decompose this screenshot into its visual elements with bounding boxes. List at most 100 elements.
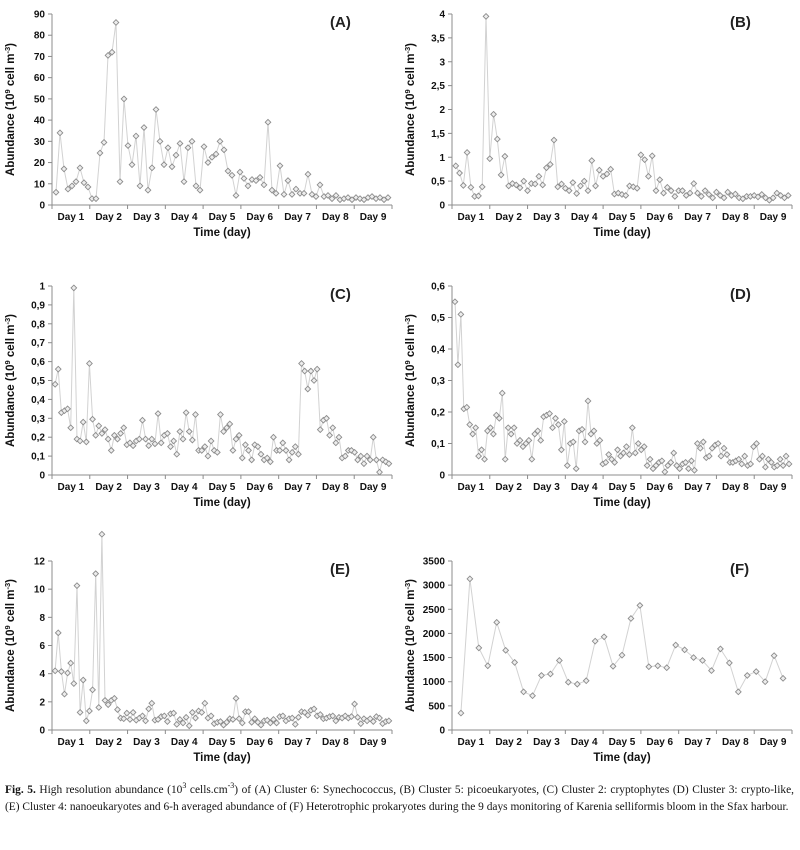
- data-point: [213, 448, 221, 456]
- data-point: [248, 718, 256, 726]
- data-point: [516, 436, 524, 444]
- panel-letter-F: (F): [730, 561, 749, 578]
- data-point: [627, 615, 635, 622]
- data-point: [182, 409, 190, 417]
- day-label: Day 8: [322, 482, 349, 493]
- data-point: [671, 192, 679, 200]
- data-point: [67, 659, 75, 667]
- day-label: Day 2: [495, 212, 522, 223]
- day-label: Day 9: [760, 482, 787, 493]
- y-tick-label: 0: [439, 201, 445, 212]
- day-label: Day 5: [609, 482, 636, 493]
- data-point: [310, 705, 318, 713]
- data-point: [54, 629, 62, 637]
- data-point: [85, 707, 93, 715]
- data-point: [89, 686, 96, 694]
- data-point: [777, 192, 785, 199]
- data-point: [602, 458, 610, 466]
- y-tick-label: 3500: [423, 557, 446, 568]
- day-label: Day 4: [571, 212, 598, 223]
- data-point: [457, 709, 465, 717]
- y-axis-title: Abundance (109 cell m-3): [403, 579, 417, 712]
- data-point: [641, 156, 649, 164]
- data-point: [100, 138, 108, 146]
- data-point: [120, 715, 128, 723]
- day-label: Day 3: [533, 212, 560, 223]
- data-point: [145, 442, 153, 450]
- caption-text-3: cells.cm: [186, 784, 228, 796]
- data-point: [667, 458, 675, 466]
- data-point: [354, 713, 362, 721]
- data-point: [663, 183, 671, 191]
- x-axis-title: Time (day): [193, 752, 250, 764]
- data-point: [467, 183, 475, 191]
- data-point: [238, 454, 246, 462]
- data-point: [507, 430, 515, 438]
- data-point: [640, 443, 648, 451]
- data-point: [312, 193, 320, 200]
- data-point: [110, 431, 118, 439]
- y-axis-title: Abundance (109 cell m-3): [3, 579, 17, 712]
- data-point: [564, 678, 572, 686]
- data-point: [486, 424, 494, 432]
- data-point: [229, 716, 237, 723]
- y-tick-label: 0,1: [431, 439, 445, 450]
- data-point: [537, 436, 545, 444]
- data-point: [204, 159, 212, 166]
- y-tick-label: 0: [39, 201, 45, 212]
- day-label: Day 8: [322, 737, 349, 748]
- data-point: [123, 709, 131, 717]
- data-point: [129, 442, 137, 450]
- caption-text-1: High resolution abundance (10: [35, 784, 183, 796]
- data-point: [307, 367, 315, 375]
- data-point: [560, 418, 568, 425]
- data-point: [696, 444, 704, 452]
- day-label: Day 4: [571, 737, 598, 748]
- axes: [448, 560, 793, 734]
- data-point: [144, 186, 152, 194]
- day-label: Day 8: [722, 482, 749, 493]
- y-tick-label: 0: [439, 726, 445, 737]
- data-point: [709, 194, 717, 202]
- data-point: [68, 182, 76, 190]
- day-label: Day 3: [133, 737, 160, 748]
- data-point: [486, 155, 494, 163]
- data-point: [212, 150, 220, 158]
- data-point: [590, 427, 598, 435]
- data-point: [163, 718, 171, 725]
- data-point: [620, 449, 627, 457]
- data-point: [256, 173, 264, 181]
- data-point: [679, 187, 686, 195]
- data-point: [682, 458, 690, 466]
- data-point: [238, 719, 246, 727]
- data-point: [384, 194, 392, 202]
- data-point: [549, 424, 556, 432]
- data-point: [670, 449, 678, 457]
- data-point: [92, 195, 100, 203]
- data-point: [72, 178, 80, 186]
- data-point: [708, 667, 715, 675]
- data-point: [104, 51, 112, 59]
- data-point: [609, 662, 617, 670]
- data-point: [139, 712, 146, 720]
- data-point: [761, 463, 769, 471]
- data-point: [636, 601, 644, 609]
- axes: [48, 13, 393, 209]
- data-point: [241, 441, 249, 449]
- data-point: [298, 360, 305, 367]
- data-point: [179, 435, 187, 443]
- data-point: [270, 433, 277, 441]
- data-point: [51, 380, 59, 388]
- y-tick-label: 0,4: [431, 345, 445, 356]
- data-point: [475, 644, 483, 652]
- data-point: [758, 452, 766, 460]
- data-point: [257, 450, 265, 458]
- data-point: [184, 144, 192, 152]
- data-point: [192, 411, 199, 418]
- data-point: [716, 645, 724, 653]
- data-point: [753, 440, 760, 447]
- y-tick-label: 12: [34, 557, 46, 568]
